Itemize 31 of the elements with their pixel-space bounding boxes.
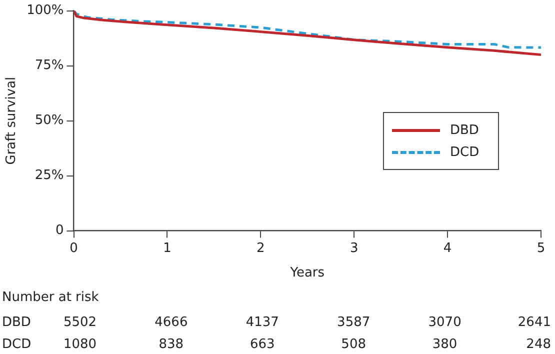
x-axis-title: Years: [289, 266, 325, 281]
y-axis-title: Graft survival: [4, 76, 20, 165]
text: 1080: [62, 337, 98, 352]
y-tick-label: 25%: [34, 168, 64, 184]
text: 5502: [62, 315, 98, 330]
line-series: [74, 10, 541, 49]
text: DCD: [2, 337, 32, 352]
y-tick-label: 75%: [34, 58, 64, 74]
text: Number at risk: [2, 290, 99, 305]
text: 838: [158, 337, 185, 352]
y-tick-label: 50%: [34, 113, 64, 128]
x-tick-label: 0: [70, 240, 78, 256]
text: 508: [340, 337, 367, 352]
text: 2641: [516, 315, 551, 330]
text: 3587: [336, 315, 372, 330]
text: 248: [525, 337, 551, 352]
text: 4137: [244, 315, 280, 330]
x-tick-label: 1: [163, 240, 172, 256]
text: DBD: [2, 315, 31, 330]
x-tick-label: 4: [443, 240, 452, 256]
text: 663: [248, 337, 276, 352]
text: 380: [431, 337, 458, 352]
y-tick-label: 0: [55, 223, 64, 238]
x-tick-label: 2: [256, 240, 265, 256]
legend-label: DCD: [450, 144, 480, 160]
legend-label: DBD: [450, 122, 479, 138]
text: 3070: [427, 315, 462, 330]
y-tick-label: 100%: [26, 3, 64, 18]
text: 4666: [154, 315, 189, 330]
x-tick-label: 5: [536, 240, 546, 256]
x-tick-label: 3: [350, 240, 358, 256]
